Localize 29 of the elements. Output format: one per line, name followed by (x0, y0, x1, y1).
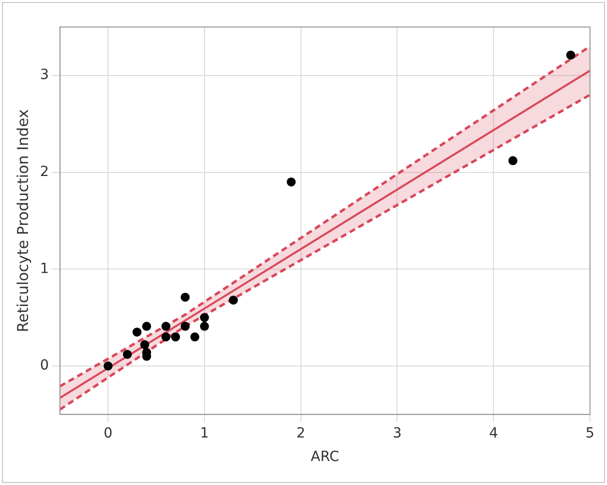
x-tick-label: 2 (296, 425, 306, 442)
point (286, 177, 296, 186)
point (171, 332, 180, 342)
point (161, 332, 170, 342)
x-tick-label: 5 (586, 425, 594, 442)
point (104, 361, 113, 370)
point (140, 340, 150, 350)
y-axis-title: Reticulocyte Production Index (14, 109, 32, 332)
point (180, 292, 190, 302)
x-tick-label: 3 (392, 425, 402, 442)
point (132, 328, 142, 337)
x-tick-label: 0 (104, 425, 113, 442)
point (200, 313, 209, 322)
point (228, 296, 238, 305)
x-tick-label: 4 (489, 425, 498, 442)
y-tick-label: 2 (40, 164, 49, 180)
y-tick-label: 1 (40, 260, 49, 277)
y-tick-label: 0 (40, 358, 49, 374)
point (508, 156, 518, 166)
y-tick-label: 3 (40, 67, 49, 84)
point (122, 350, 132, 359)
point (142, 322, 152, 331)
point (566, 50, 576, 60)
x-tick-label: 1 (200, 425, 209, 442)
point (180, 322, 190, 331)
x-axis-title: ARC (310, 449, 340, 466)
point (190, 332, 200, 342)
point (200, 322, 209, 331)
point (161, 322, 170, 331)
